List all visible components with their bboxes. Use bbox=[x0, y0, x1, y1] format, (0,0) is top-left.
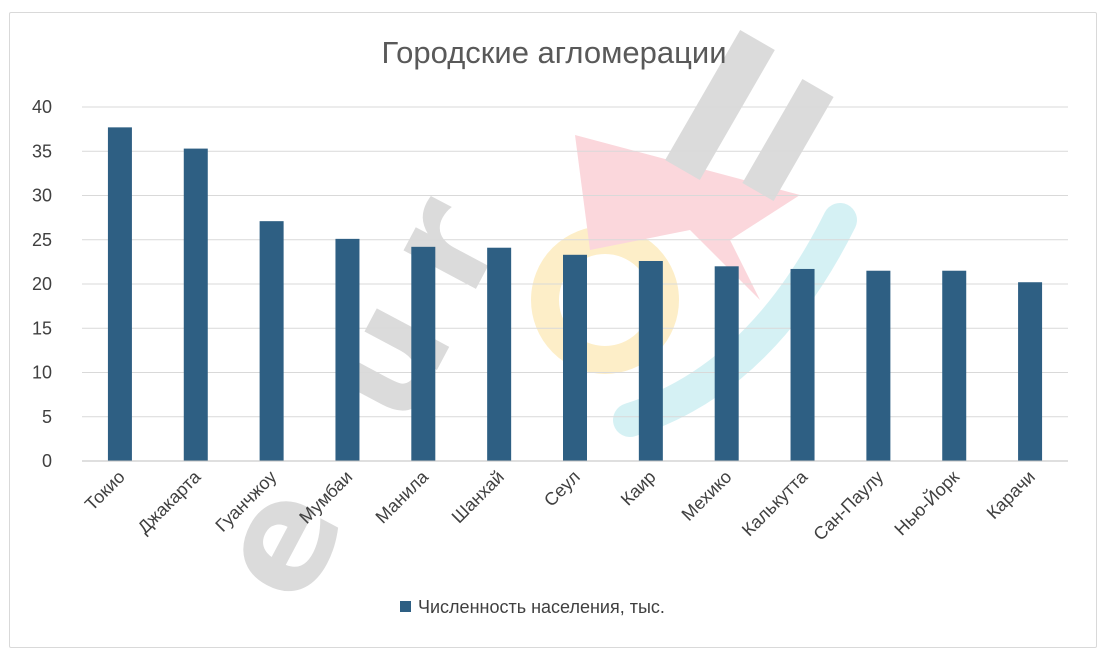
bar bbox=[107, 127, 132, 461]
bar-series bbox=[107, 127, 1043, 461]
bar bbox=[942, 270, 967, 461]
x-category-label: Шанхай bbox=[448, 467, 508, 527]
x-category-label: Калькутта bbox=[738, 466, 812, 540]
chart-title: Городские агломерации bbox=[381, 35, 726, 70]
x-category-label: Карачи bbox=[983, 467, 1039, 523]
y-axis-ticks: 0 5 10 15 20 25 30 35 40 bbox=[32, 97, 52, 471]
x-category-label: Сеул bbox=[540, 467, 584, 511]
bar bbox=[790, 268, 815, 461]
x-category-label: Мехико bbox=[678, 467, 736, 525]
x-category-label: Токио bbox=[81, 467, 129, 515]
bar bbox=[714, 266, 739, 461]
x-category-label: Каир bbox=[617, 467, 660, 510]
y-tick-label: 35 bbox=[32, 141, 52, 161]
bar bbox=[335, 238, 360, 461]
x-category-label: Сан-Паулу bbox=[809, 467, 887, 545]
legend-label: Численность населения, тыс. bbox=[418, 597, 665, 617]
bar bbox=[638, 260, 663, 461]
y-tick-label: 30 bbox=[32, 186, 52, 206]
y-tick-label: 25 bbox=[32, 230, 52, 250]
y-tick-label: 15 bbox=[32, 318, 52, 338]
y-tick-label: 0 bbox=[42, 451, 52, 471]
legend-swatch bbox=[400, 601, 411, 612]
bar bbox=[1018, 282, 1043, 461]
bar bbox=[183, 148, 208, 461]
bar bbox=[563, 254, 587, 461]
svg-text:u: u bbox=[283, 271, 487, 447]
x-category-label: Манила bbox=[372, 466, 433, 527]
bar bbox=[487, 247, 512, 461]
bar bbox=[411, 246, 436, 461]
y-tick-label: 10 bbox=[32, 363, 52, 383]
x-category-label: Нью-Йорк bbox=[890, 466, 963, 539]
bar bbox=[866, 270, 891, 461]
bar bbox=[259, 221, 284, 461]
y-tick-label: 5 bbox=[42, 407, 52, 427]
legend: Численность населения, тыс. bbox=[400, 597, 665, 617]
y-tick-label: 20 bbox=[32, 274, 52, 294]
y-tick-label: 40 bbox=[32, 97, 52, 117]
